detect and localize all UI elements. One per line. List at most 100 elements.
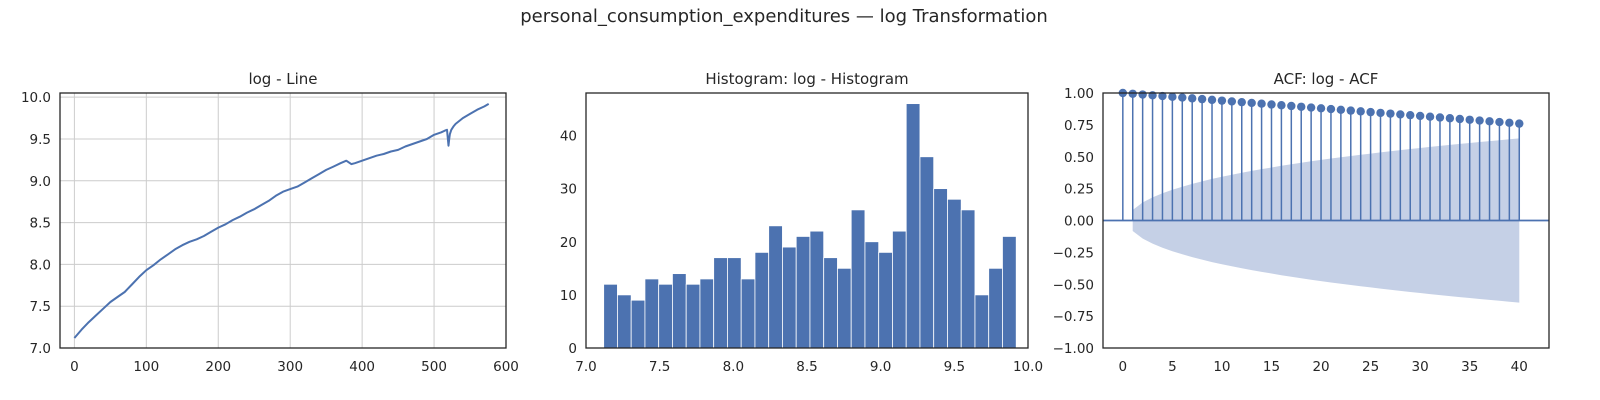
histogram-bar bbox=[630, 299, 646, 349]
y-tick-label: −0.25 bbox=[1053, 245, 1094, 261]
x-tick-label: 300 bbox=[277, 359, 303, 375]
series-line bbox=[73, 103, 490, 339]
acf-point bbox=[1207, 95, 1217, 105]
line-title: log - Line bbox=[248, 70, 317, 88]
acf-point bbox=[1267, 100, 1276, 109]
acf-point bbox=[1455, 114, 1465, 124]
line-plot bbox=[73, 103, 490, 339]
histogram-bar bbox=[699, 278, 715, 349]
acf-point bbox=[1386, 109, 1395, 118]
histogram-bar bbox=[947, 198, 962, 349]
histogram-bar bbox=[644, 278, 660, 349]
acf-point bbox=[1366, 107, 1375, 117]
x-tick-label: 9.5 bbox=[944, 359, 965, 375]
histogram-bar bbox=[603, 283, 618, 349]
x-tick-label: 7.5 bbox=[649, 359, 670, 375]
x-tick-label: 8.5 bbox=[796, 359, 817, 375]
y-tick-label: 8.5 bbox=[30, 216, 51, 232]
acf-point bbox=[1406, 110, 1415, 120]
acf-point bbox=[1188, 94, 1197, 103]
x-tick-label: 500 bbox=[421, 359, 447, 375]
x-tick-label: 0 bbox=[1119, 359, 1128, 375]
x-tick-label: 40 bbox=[1511, 359, 1528, 375]
histogram-bar bbox=[672, 273, 687, 349]
y-tick-label: 20 bbox=[560, 235, 577, 251]
y-tick-label: 30 bbox=[560, 182, 577, 198]
x-tick-label: 600 bbox=[493, 359, 519, 375]
y-tick-label: 7.0 bbox=[30, 341, 51, 357]
x-tick-label: 15 bbox=[1263, 359, 1280, 375]
x-tick-label: 9.0 bbox=[870, 359, 891, 375]
histogram-bar bbox=[754, 251, 770, 349]
histogram-bar bbox=[864, 241, 880, 349]
acf-point bbox=[1237, 97, 1246, 107]
histogram-plot bbox=[603, 103, 1017, 349]
histogram-bar bbox=[960, 209, 976, 349]
y-tick-label: 0.75 bbox=[1064, 118, 1094, 134]
x-tick-label: 5 bbox=[1168, 359, 1177, 375]
histogram-bar bbox=[850, 209, 866, 349]
acf-point bbox=[1178, 93, 1187, 102]
acf-point bbox=[1227, 97, 1237, 106]
x-tick-label: 35 bbox=[1461, 359, 1478, 375]
histogram-ticks: 7.0 7.5 8.0 8.5 9.0 9.5 10.0 0 10 20 30 40 bbox=[560, 129, 1043, 376]
acf-point bbox=[1515, 119, 1524, 128]
y-tick-label: 1.00 bbox=[1064, 86, 1094, 102]
acf-point bbox=[1128, 89, 1137, 98]
histogram-bar bbox=[905, 103, 921, 349]
acf-point bbox=[1465, 115, 1474, 124]
histogram-bar bbox=[837, 267, 852, 349]
x-tick-label: 7.0 bbox=[575, 359, 596, 375]
acf-point bbox=[1485, 117, 1494, 126]
acf-panel: 0 5 10 15 20 25 30 35 40 −1.00 −0.75 −0.50 −0.25 0.00… bbox=[1053, 70, 1550, 375]
acf-point bbox=[1277, 101, 1286, 110]
acf-point bbox=[1356, 107, 1365, 116]
histogram-bar bbox=[768, 225, 783, 349]
histogram-bar bbox=[795, 236, 811, 349]
line-panel: 0 100 200 300 400 500 600 7.0 7.5 8.0 8.5 9.0 9.5 10.… bbox=[21, 70, 519, 375]
y-tick-label: 7.5 bbox=[30, 299, 51, 315]
y-tick-label: 0 bbox=[568, 341, 577, 357]
x-tick-label: 30 bbox=[1412, 359, 1429, 375]
histogram-bar bbox=[727, 257, 742, 349]
histogram-bar bbox=[713, 257, 728, 349]
histogram-bar bbox=[685, 283, 701, 349]
x-tick-label: 25 bbox=[1362, 359, 1379, 375]
acf-point bbox=[1217, 96, 1227, 105]
acf-point bbox=[1505, 118, 1514, 128]
histogram-bar bbox=[617, 294, 632, 349]
histogram-bar bbox=[1002, 236, 1017, 349]
histogram-axes-frame bbox=[585, 92, 1029, 349]
figure-suptitle: personal_consumption_expenditures — log … bbox=[520, 6, 1048, 27]
acf-point bbox=[1336, 105, 1346, 115]
x-tick-label: 200 bbox=[205, 359, 231, 375]
acf-point bbox=[1475, 116, 1484, 125]
line-ticks: 0 100 200 300 400 500 600 7.0 7.5 8.0 8.5 9.0 9.5 10.… bbox=[21, 90, 519, 375]
y-tick-label: 0.50 bbox=[1064, 150, 1094, 166]
histogram-bar bbox=[878, 251, 893, 349]
acf-plot bbox=[1103, 88, 1549, 303]
acf-axes-frame bbox=[1102, 92, 1550, 349]
acf-point bbox=[1158, 91, 1167, 101]
histogram-bar bbox=[919, 156, 935, 349]
histogram-bar bbox=[740, 278, 756, 349]
y-tick-label: 10 bbox=[560, 288, 577, 304]
y-tick-label: 0.00 bbox=[1064, 214, 1094, 230]
acf-point bbox=[1376, 108, 1385, 118]
acf-title: ACF: log - ACF bbox=[1274, 70, 1379, 88]
x-tick-label: 100 bbox=[133, 359, 159, 375]
y-tick-label: 0.25 bbox=[1064, 182, 1094, 198]
y-tick-label: 9.5 bbox=[30, 132, 51, 148]
histogram-bar bbox=[892, 230, 907, 349]
histogram-bar bbox=[782, 246, 797, 349]
acf-point bbox=[1425, 112, 1435, 121]
histogram-bar bbox=[933, 188, 948, 349]
acf-point bbox=[1168, 92, 1177, 102]
acf-point bbox=[1247, 98, 1256, 108]
acf-point bbox=[1257, 99, 1266, 108]
histogram-bar bbox=[823, 257, 838, 349]
acf-ticks: 0 5 10 15 20 25 30 35 40 −1.00 −0.75 −0.50 −0.25 0.00… bbox=[1053, 86, 1528, 375]
acf-point bbox=[1435, 113, 1445, 122]
histogram-bar bbox=[988, 267, 1003, 349]
acf-point bbox=[1346, 106, 1355, 115]
